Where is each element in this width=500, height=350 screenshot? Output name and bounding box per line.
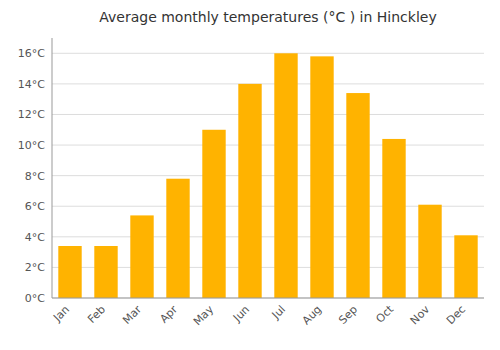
x-tick-label: Aug <box>300 303 324 327</box>
x-axis-line <box>52 298 484 299</box>
y-tick-label: 6°C <box>25 200 45 213</box>
grid-line <box>52 298 484 299</box>
y-tick-label: 8°C <box>25 170 45 183</box>
grid-line <box>52 175 484 176</box>
chart-container: Average monthly temperatures (°C ) in Hi… <box>0 0 500 350</box>
x-tick-label: Jan <box>50 303 72 325</box>
grid-line <box>52 53 484 54</box>
bar <box>346 93 369 298</box>
bar <box>94 246 117 298</box>
bar <box>166 179 189 298</box>
bar <box>418 205 441 298</box>
title: Average monthly temperatures (°C ) in Hi… <box>99 9 436 25</box>
y-tick-label: 4°C <box>25 231 45 244</box>
bars <box>58 53 477 298</box>
x-tick-label: Dec <box>444 303 468 327</box>
y-tick-label: 12°C <box>18 108 45 121</box>
y-axis-line <box>52 38 53 298</box>
grid-line <box>52 145 484 146</box>
chart-svg: Average monthly temperatures (°C ) in Hi… <box>0 0 500 350</box>
x-tick-label: Mar <box>120 303 144 327</box>
x-tick-label: Jun <box>230 303 252 325</box>
bar <box>130 215 153 298</box>
y-tick-label: 14°C <box>18 78 45 91</box>
y-tick-label: 0°C <box>25 292 45 305</box>
x-tick-label: Feb <box>85 303 108 326</box>
y-tick-label: 10°C <box>18 139 45 152</box>
x-tick-label: Apr <box>157 303 180 326</box>
bar <box>310 56 333 298</box>
bar <box>454 235 477 298</box>
grid-line <box>52 83 484 84</box>
y-grid <box>52 53 484 298</box>
x-tick-label: May <box>191 303 217 329</box>
bar <box>382 139 405 298</box>
x-tick-label: Nov <box>408 303 433 328</box>
bar <box>274 53 297 298</box>
bar <box>202 130 225 298</box>
x-tick-label: Sep <box>336 303 360 327</box>
x-tick-label: Jul <box>269 303 288 322</box>
grid-line <box>52 114 484 115</box>
y-tick-label: 2°C <box>25 261 45 274</box>
x-tick-label: Oct <box>373 302 396 325</box>
bar <box>238 84 261 298</box>
y-tick-label: 16°C <box>18 47 45 60</box>
bar <box>58 246 81 298</box>
